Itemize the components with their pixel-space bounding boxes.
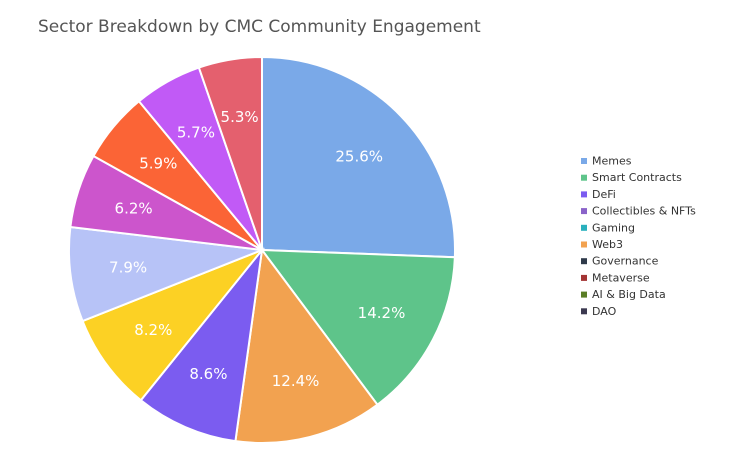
pie-slice-labels: 25.6% 14.2% 12.4% 8.6% 8.2% 7.9% 6.2% 5.9%5.7% 5… [109,108,405,390]
pie-slice [81,247,266,402]
pie-slice-label: 14.2% [358,304,406,322]
pie-slice-label: 6.2% [115,199,153,217]
legend-label: DAO [592,305,617,318]
legend-swatch [581,208,587,215]
legend-swatch [581,291,587,298]
chart-title: Sector Breakdown by CMC Community Engage… [38,17,481,37]
legend-label: Governance [592,255,659,268]
legend-swatch [581,274,587,281]
legend-swatch [581,224,587,231]
pie-slice-label: 5.3% [221,108,259,126]
pie-slice [68,225,263,323]
pie-slice [234,247,379,444]
legend-label: Gaming [592,221,635,234]
pie-slice [139,246,264,443]
legend-label: Web3 [592,238,623,251]
legend-swatch [581,158,587,164]
pie-slices [68,55,456,444]
pie-slice [261,55,456,259]
legend-swatch [581,258,587,265]
legend-label: Collectibles & NFTs [592,205,696,218]
pie-slice [259,248,456,407]
pie-slice [197,55,263,251]
legend-label: Smart Contracts [592,171,682,184]
legend-swatch [581,241,587,248]
legend-label: AI & Big Data [592,288,666,301]
legend-label: Metaverse [592,271,650,284]
legend: Memes Smart Contracts DeFi Collectibles & N… [581,155,696,318]
pie-slice-label: 8.2% [134,321,172,339]
pie-slice-label: 5.9% [139,155,177,173]
pie-slice-label: 8.6% [189,365,227,383]
legend-swatch [581,174,587,181]
legend-swatch [581,308,587,315]
legend-label: Memes [592,155,632,168]
pie-slice-label: 25.6% [335,147,383,165]
legend-label: DeFi [592,188,616,201]
pie-slice-label: 7.9% [109,258,147,276]
pie-slice-label: 12.4% [272,372,320,390]
legend-swatch [581,191,587,198]
pie-slice-label: 5.7% [177,123,215,141]
